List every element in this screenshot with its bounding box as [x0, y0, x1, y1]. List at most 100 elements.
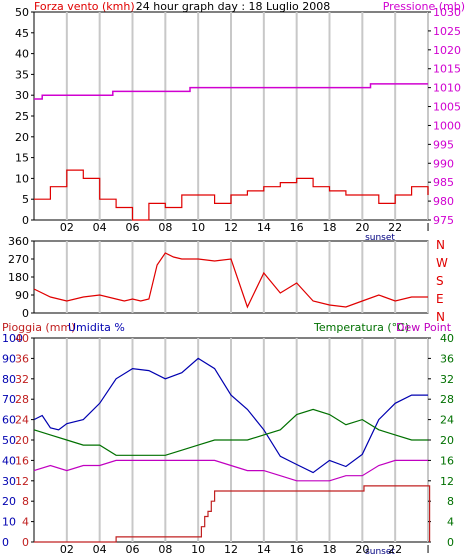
direction-compass-label: E [436, 292, 444, 306]
humidity-y-tick-label: 70 [2, 393, 16, 406]
direction-y-tick-label: 360 [8, 235, 29, 248]
direction-compass-label: W [436, 256, 448, 270]
sunset-label-top: sunset [365, 233, 395, 243]
rain-y-tick-label: 4 [22, 516, 29, 529]
direction-compass-label: N [436, 238, 445, 252]
direction-y-tick-label: 0 [22, 307, 29, 320]
wind-x-tick-label: 10 [191, 221, 205, 234]
rain-y-tick-label: 0 [22, 536, 29, 549]
rain-y-tick-label: 36 [15, 352, 29, 365]
wind-y-tick-label: 25 [15, 110, 29, 123]
direction-compass-label: S [436, 274, 444, 288]
pressure-y-tick-label: 1015 [433, 63, 461, 76]
wind-x-tick-label: 06 [126, 221, 140, 234]
pressure-y-tick-label: 1030 [433, 6, 461, 19]
pressure-y-tick-label: 1025 [433, 25, 461, 38]
temperature-y-tick-label: 20 [440, 434, 454, 447]
wind-x-tick-label: 08 [158, 221, 172, 234]
wind-x-tick-label: 20 [355, 221, 369, 234]
pressure-axis-label: Pressione (mb) [383, 0, 465, 13]
temperature-y-tick-label: 36 [440, 352, 454, 365]
climate-x-tick-label: 04 [93, 543, 107, 556]
humidity-y-tick-label: 20 [2, 495, 16, 508]
direction-y-tick-label: 90 [15, 289, 29, 302]
humidity-y-tick-label: 30 [2, 475, 16, 488]
wind-speed-line [34, 169, 429, 221]
pressure-y-tick-label: 985 [433, 176, 454, 189]
pressure-y-tick-label: 1010 [433, 82, 461, 95]
wind-direction-line [33, 252, 428, 309]
temperature-y-tick-label: 28 [440, 393, 454, 406]
wind-x-tick-label: 18 [323, 221, 337, 234]
pressure-y-tick-label: 980 [433, 195, 454, 208]
pressure-line [34, 83, 428, 100]
temperature-y-tick-label: 12 [440, 475, 454, 488]
wind-y-tick-label: 5 [22, 193, 29, 206]
climate-x-tick-label: 16 [290, 543, 304, 556]
humidity-y-tick-label: 60 [2, 414, 16, 427]
wind-y-tick-label: 15 [15, 152, 29, 165]
humidity-y-tick-label: 80 [2, 373, 16, 386]
climate-x-tick-label: 02 [60, 543, 74, 556]
wind-axis-label: Forza vento (kmh) [34, 0, 135, 13]
rain-y-tick-label: 24 [15, 414, 29, 427]
rain-y-tick-label: 32 [15, 373, 29, 386]
pressure-y-tick-label: 1020 [433, 44, 461, 57]
humidity-y-tick-label: 40 [2, 454, 16, 467]
wind-x-tick-label: 04 [93, 221, 107, 234]
wind-y-tick-label: 0 [22, 214, 29, 227]
wind-pressure-panel: Forza vento (kmh) 24 hour graph day : 18… [33, 0, 465, 243]
direction-y-tick-label: 180 [8, 271, 29, 284]
temperature-line [33, 408, 428, 456]
rain-y-tick-label: 8 [22, 495, 29, 508]
wind-x-tick-label: 02 [60, 221, 74, 234]
climate-x-tick-label: 22 [388, 543, 402, 556]
pressure-y-tick-label: 1000 [433, 119, 461, 132]
climate-x-tick-label: l [426, 543, 429, 556]
sunset-label-bottom: sunset [365, 547, 395, 556]
wind-x-tick-label: 12 [224, 221, 238, 234]
rain-line [34, 485, 431, 543]
wind-y-tick-label: 20 [15, 131, 29, 144]
dewpoint-line [33, 459, 428, 482]
wind-x-tick-label: 22 [388, 221, 402, 234]
humidity-y-tick-label: 50 [2, 434, 16, 447]
pressure-y-tick-label: 975 [433, 214, 454, 227]
chart-marks: 0510152025303540455097598098599099510001… [2, 6, 461, 556]
climate-x-tick-label: 06 [126, 543, 140, 556]
climate-x-tick-label: 18 [323, 543, 337, 556]
pressure-y-tick-label: 990 [433, 157, 454, 170]
wind-x-tick-label: l [426, 221, 429, 234]
rain-y-tick-label: 40 [15, 332, 29, 345]
chart-title: 24 hour graph day : 18 Luglio 2008 [136, 0, 331, 13]
rain-y-tick-label: 16 [15, 454, 29, 467]
temperature-y-tick-label: 24 [440, 414, 454, 427]
temperature-y-tick-label: 0 [447, 536, 454, 549]
temperature-y-tick-label: 16 [440, 454, 454, 467]
temperature-y-tick-label: 4 [447, 516, 454, 529]
climate-x-tick-label: 08 [158, 543, 172, 556]
humidity-y-tick-label: 90 [2, 352, 16, 365]
humidity-y-tick-label: 100 [2, 332, 23, 345]
direction-compass-label: N [436, 310, 445, 324]
direction-y-tick-label: 270 [8, 253, 29, 266]
pressure-y-tick-label: 995 [433, 138, 454, 151]
temperature-y-tick-label: 32 [440, 373, 454, 386]
dewpoint-axis-label: Dew Point [396, 321, 452, 334]
climate-x-tick-label: 14 [257, 543, 271, 556]
humidity-line [33, 357, 428, 474]
pressure-y-tick-label: 1005 [433, 101, 461, 114]
wind-x-tick-label: 16 [290, 221, 304, 234]
climate-x-tick-label: 12 [224, 543, 238, 556]
humidity-axis-label: Umidita % [68, 321, 125, 334]
rain-y-tick-label: 20 [15, 434, 29, 447]
wind-y-tick-label: 35 [15, 68, 29, 81]
rain-humidity-temp-panel: Pioggia (mm) Umidita % Temperatura (°C) … [2, 321, 452, 556]
rain-y-tick-label: 28 [15, 393, 29, 406]
wind-y-tick-label: 10 [15, 172, 29, 185]
temperature-y-tick-label: 8 [447, 495, 454, 508]
rain-axis-label: Pioggia (mm) [2, 321, 75, 334]
climate-x-tick-label: 10 [191, 543, 205, 556]
wind-y-tick-label: 45 [15, 27, 29, 40]
